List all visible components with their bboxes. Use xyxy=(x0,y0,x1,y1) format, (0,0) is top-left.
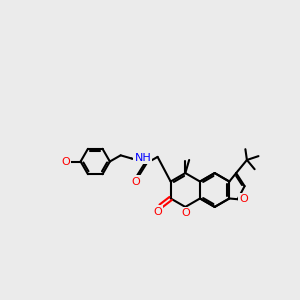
Text: NH: NH xyxy=(134,153,151,163)
Text: O: O xyxy=(239,194,248,204)
Text: O: O xyxy=(61,157,70,166)
Text: O: O xyxy=(181,208,190,218)
Text: O: O xyxy=(153,207,162,217)
Text: O: O xyxy=(132,176,140,187)
